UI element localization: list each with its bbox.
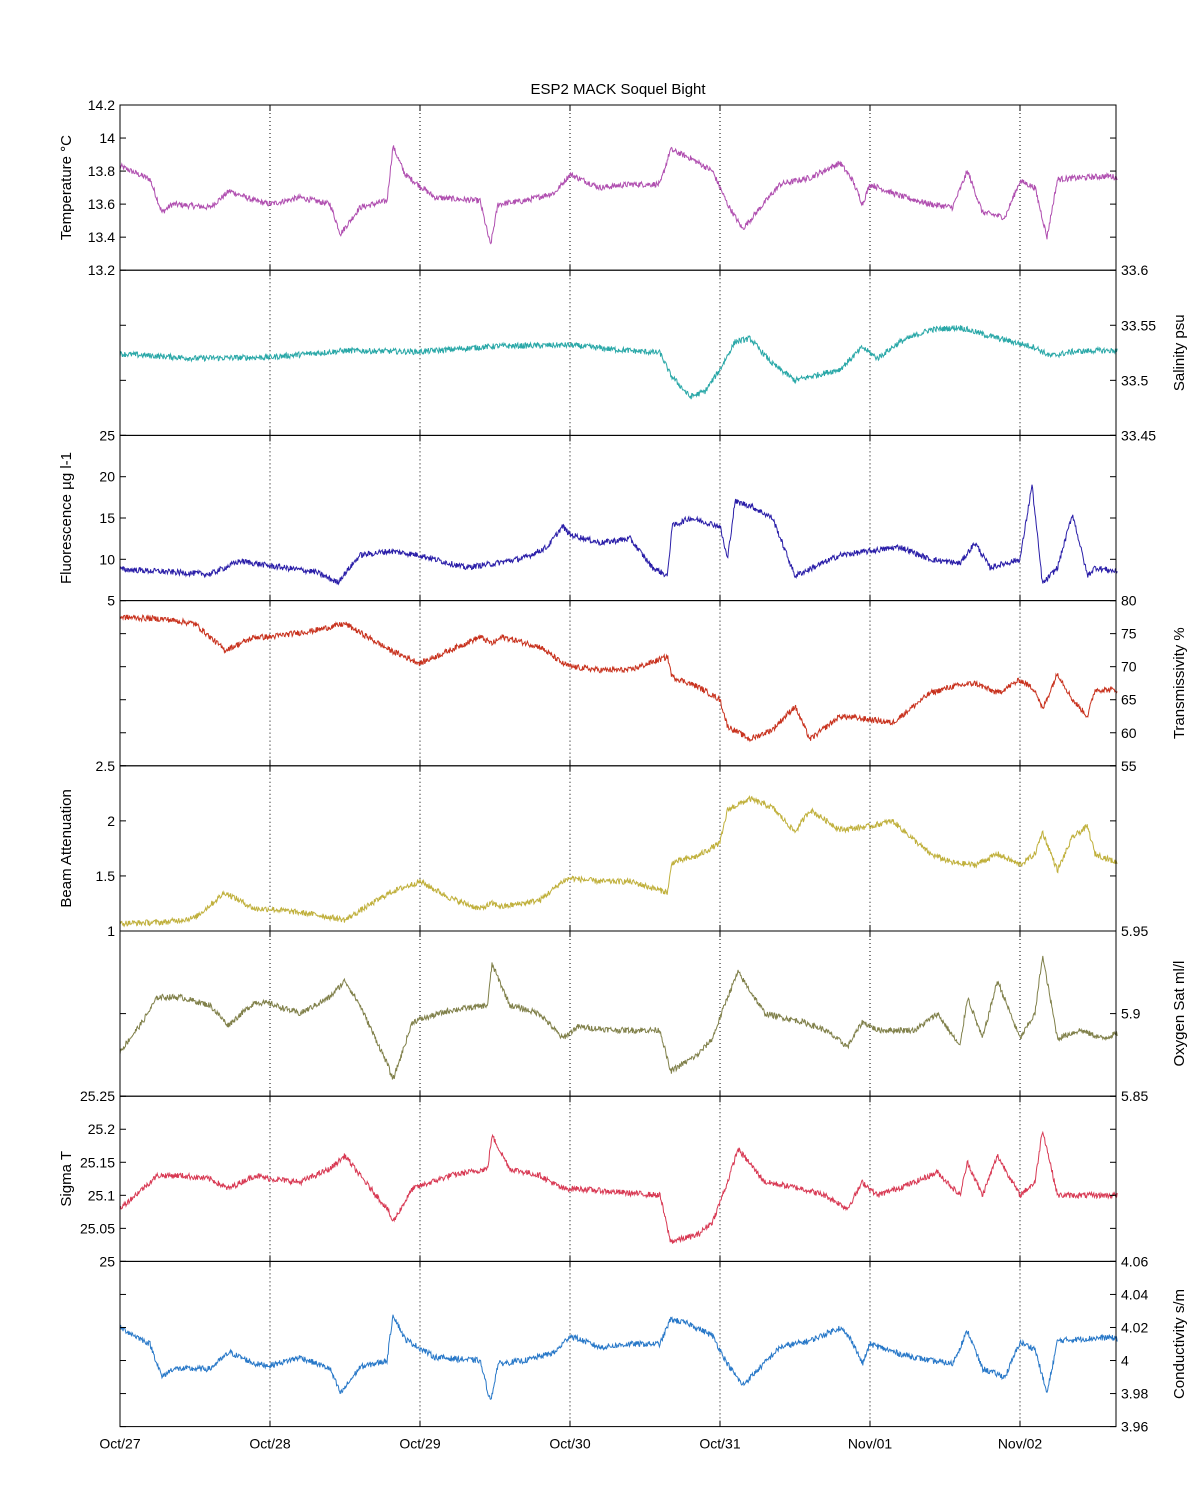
y-axis-label-conductivity: Conductivity s/m (1171, 1289, 1188, 1399)
series-line-conductivity (119, 1314, 1118, 1400)
y-tick-label-temperature: 13.8 (88, 163, 115, 179)
panel-frame-conductivity (119, 1260, 1117, 1428)
y-tick-label-transmissivity: 80 (1121, 593, 1137, 609)
y-tick-label-temperature: 14.2 (88, 97, 115, 113)
x-tick-label-nov-01: Nov/01 (848, 1436, 893, 1452)
y-tick-label-fluorescence: 10 (99, 551, 115, 567)
y-tick-label-conductivity: 3.98 (1121, 1386, 1148, 1402)
y-tick-label-sigma-t: 25.05 (80, 1220, 115, 1236)
y-tick-label-beam-attenuation: 1 (107, 923, 115, 939)
y-tick-label-salinity: 33.55 (1121, 317, 1156, 333)
series-line-sigma-t (119, 1130, 1118, 1244)
series-line-fluorescence (119, 484, 1118, 586)
y-tick-label-temperature: 14 (99, 130, 115, 146)
y-tick-label-sigma-t: 25.25 (80, 1088, 115, 1104)
x-tick-label-oct-30: Oct/30 (549, 1436, 590, 1452)
y-axis-label-temperature: Temperature °C (58, 135, 75, 240)
series-line-transmissivity (119, 614, 1118, 743)
panel-sigma-t: 25 25.05 25.1 25.15 25.2 25.25 Sigma T (58, 1088, 1118, 1269)
y-axis-label-fluorescence: Fluorescence µg l-1 (58, 452, 75, 584)
y-tick-label-conductivity: 3.96 (1121, 1419, 1148, 1435)
y-tick-label-salinity: 33.6 (1121, 262, 1148, 278)
y-tick-label-fluorescence: 5 (107, 593, 115, 609)
y-tick-label-sigma-t: 25.15 (80, 1154, 115, 1170)
panel-conductivity: 3.96 3.98 4 4.02 4.04 4.06 Conductivity s/m (119, 1253, 1188, 1435)
series-line-oxygen-sat (119, 955, 1118, 1080)
y-tick-label-oxygen-sat: 5.95 (1121, 923, 1148, 939)
y-tick-label-transmissivity: 70 (1121, 659, 1137, 675)
y-tick-label-temperature: 13.2 (88, 262, 115, 278)
y-tick-label-oxygen-sat: 5.9 (1121, 1006, 1141, 1022)
y-tick-label-conductivity: 4.04 (1121, 1286, 1148, 1302)
x-tick-label-oct-29: Oct/29 (399, 1436, 440, 1452)
y-tick-label-transmissivity: 55 (1121, 758, 1137, 774)
y-tick-label-beam-attenuation: 2 (107, 813, 115, 829)
series-line-temperature (119, 145, 1118, 245)
y-tick-label-beam-attenuation: 2.5 (96, 758, 116, 774)
panel-oxygen-sat: 5.85 5.9 5.95 Oxygen Sat ml/l (119, 923, 1188, 1104)
y-tick-label-transmissivity: 75 (1121, 626, 1137, 642)
series-line-beam-attenuation (119, 794, 1118, 928)
y-tick-label-transmissivity: 65 (1121, 692, 1137, 708)
y-tick-label-sigma-t: 25 (99, 1253, 115, 1269)
x-tick-label-oct-27: Oct/27 (99, 1436, 140, 1452)
panel-fluorescence: 5 10 15 20 25 Fluorescence µg l-1 (58, 427, 1118, 609)
y-tick-label-conductivity: 4.02 (1121, 1319, 1148, 1335)
y-tick-label-fluorescence: 15 (99, 510, 115, 526)
y-tick-label-salinity: 33.5 (1121, 372, 1148, 388)
y-tick-label-oxygen-sat: 5.85 (1121, 1088, 1148, 1104)
y-tick-label-temperature: 13.6 (88, 196, 115, 212)
x-tick-label-nov-02: Nov/02 (998, 1436, 1043, 1452)
y-tick-label-beam-attenuation: 1.5 (96, 868, 116, 884)
x-tick-label-oct-31: Oct/31 (699, 1436, 740, 1452)
y-tick-label-conductivity: 4.06 (1121, 1253, 1148, 1269)
y-axis-label-sigma-t: Sigma T (58, 1151, 75, 1207)
y-tick-label-salinity: 33.45 (1121, 427, 1156, 443)
x-axis: Oct/27 Oct/28 Oct/29 Oct/30 Oct/31 Nov/01 Nov/… (99, 1436, 1042, 1452)
y-axis-label-beam-attenuation: Beam Attenuation (58, 789, 75, 907)
y-tick-label-sigma-t: 25.2 (88, 1121, 115, 1137)
y-axis-label-salinity: Salinity psu (1171, 314, 1188, 391)
y-tick-label-temperature: 13.4 (88, 229, 115, 245)
y-tick-label-fluorescence: 20 (99, 469, 115, 485)
y-tick-label-conductivity: 4 (1121, 1353, 1129, 1369)
chart-title: ESP2 MACK Soquel Bight (530, 81, 706, 98)
series-line-salinity (119, 325, 1118, 400)
y-axis-label-transmissivity: Transmissivity % (1171, 627, 1188, 739)
y-axis-label-oxygen-sat: Oxygen Sat ml/l (1171, 961, 1188, 1067)
y-tick-label-transmissivity: 60 (1121, 725, 1137, 741)
y-tick-label-sigma-t: 25.1 (88, 1187, 115, 1203)
panel-salinity: 33.45 33.5 33.55 33.6 Salinity psu (119, 262, 1188, 443)
x-tick-label-oct-28: Oct/28 (249, 1436, 290, 1452)
y-tick-label-fluorescence: 25 (99, 427, 115, 443)
